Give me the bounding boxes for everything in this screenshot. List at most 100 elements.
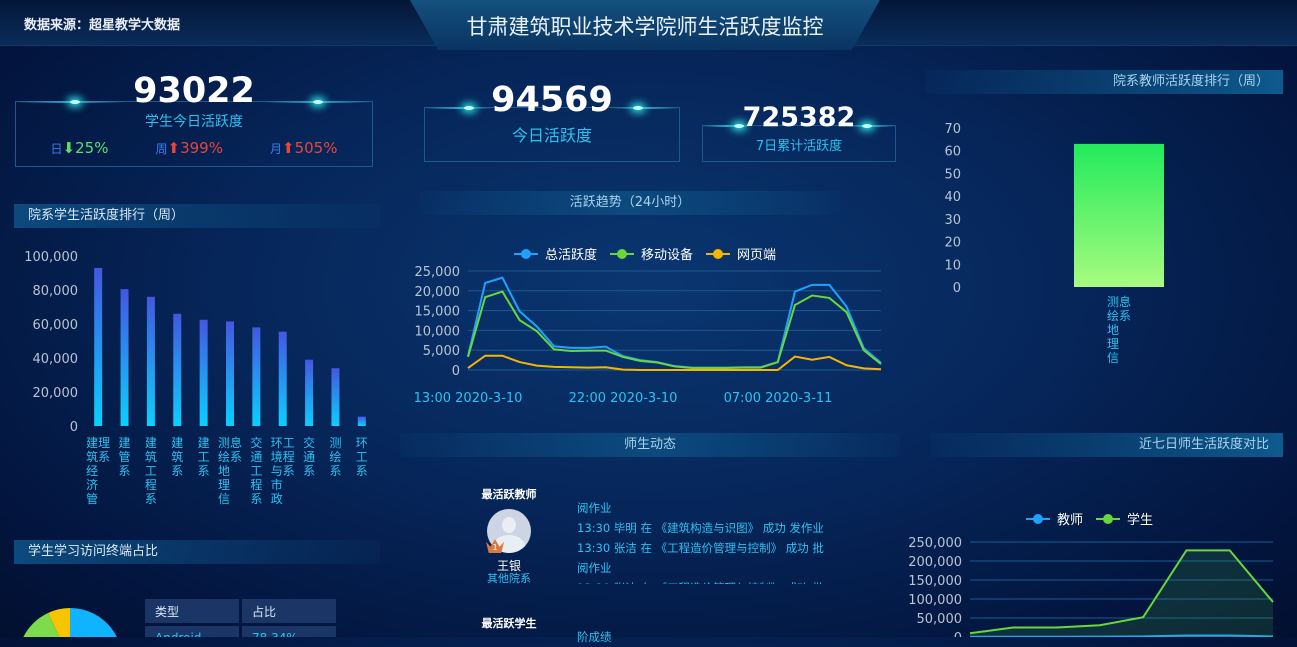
- x-tick-char: 管: [119, 449, 131, 464]
- x-tick-char: 环: [271, 436, 283, 450]
- y-tick-label: 100,000: [24, 250, 78, 265]
- y-tick-label: 5,000: [423, 344, 460, 359]
- legend-label: 网页端: [737, 248, 776, 263]
- x-tick-label: 测绘系: [329, 436, 341, 478]
- legend-marker: [521, 249, 531, 259]
- x-tick-char: 测: [218, 436, 230, 450]
- x-tick-char: 经: [86, 464, 98, 478]
- x-tick-char: 环: [356, 436, 368, 450]
- feed-item[interactable]: 阅作业: [577, 501, 612, 515]
- pie-slice-pc: [23, 613, 60, 637]
- title-banner: [410, 0, 880, 50]
- y-tick-label: 60,000: [33, 318, 79, 333]
- section-dept-teacher: 院系教师活跃度排行（周）: [925, 70, 1283, 94]
- page-title: 甘肃建筑职业技术学院师生活跃度监控: [466, 15, 824, 39]
- section-dept-student: 院系学生活跃度排行（周）: [14, 204, 380, 228]
- y-tick-label: 60: [944, 145, 961, 160]
- y-tick-label: 0: [452, 364, 460, 379]
- y-tick-label: 15,000: [415, 305, 461, 320]
- x-tick-char: 工: [145, 464, 157, 478]
- bar: [1074, 143, 1164, 287]
- x-tick-char: 息: [1119, 294, 1131, 309]
- x-tick-char: 建: [119, 436, 131, 450]
- most-active-student-title: 最活跃学生: [481, 617, 537, 630]
- series-line-1: [969, 549, 1274, 635]
- x-tick-char: 系: [250, 492, 262, 506]
- y-tick-label: 200,000: [908, 555, 962, 570]
- bar: [120, 289, 129, 426]
- table-row: Android78.34%: [145, 626, 336, 637]
- x-tick-char: 交: [250, 435, 262, 450]
- terminal-pie-chart: [23, 607, 117, 637]
- feed-item[interactable]: 13:30 毕明 在 《建筑构造与识图》 成功 发作业: [577, 521, 824, 535]
- x-tick-char: 建: [171, 436, 183, 450]
- y-tick-label: 0: [954, 631, 962, 637]
- bar: [278, 331, 287, 426]
- change-stats: 日⬇25% 周⬆399% 月⬆505%: [15, 139, 373, 157]
- series-line-1: [467, 290, 882, 370]
- y-tick-label: 20,000: [415, 285, 461, 300]
- most-active-teacher-title: 最活跃教师: [481, 488, 537, 501]
- y-tick-label: 80,000: [33, 284, 79, 299]
- arrow-down-icon: ⬇: [62, 139, 76, 157]
- x-tick-char: 绘: [1107, 308, 1119, 323]
- x-tick-char: 系: [171, 464, 183, 478]
- x-tick-label: 22:00 2020-3-10: [569, 391, 678, 406]
- bar: [252, 327, 261, 426]
- feed-item[interactable]: 13:30 张洁 在 《工程造价管理与控制》 成功 批: [577, 541, 824, 555]
- teacher-activity-feed[interactable]: 阅作业 13:30 毕明 在 《建筑构造与识图》 成功 发作业 13:30 张洁 在…: [577, 498, 832, 584]
- table-cell: 类型: [145, 599, 239, 623]
- x-tick-char: 管: [86, 491, 98, 506]
- x-tick-label: 13:00 2020-3-10: [414, 391, 523, 406]
- student-activity-feed[interactable]: 阶成绩: [577, 627, 832, 647]
- y-tick-label: 150,000: [908, 574, 962, 589]
- bar: [226, 321, 234, 426]
- y-tick-label: 40,000: [33, 352, 79, 367]
- pie-slice-ios: [48, 608, 70, 637]
- x-tick-char: 建: [198, 436, 210, 450]
- dept-student-chart: 020,00040,00060,00080,000100,000建筑经济管理系建…: [24, 250, 368, 506]
- x-tick-char: 筑: [86, 449, 98, 464]
- legend-marker: [1103, 514, 1113, 524]
- x-tick-label: 建工系: [198, 436, 210, 478]
- legend-marker: [617, 249, 627, 259]
- y-tick-label: 70: [944, 122, 961, 137]
- table-cell: 占比: [242, 599, 336, 623]
- x-tick-char: 系: [98, 450, 110, 464]
- x-tick-char: 系: [198, 464, 210, 478]
- y-tick-label: 10,000: [415, 324, 461, 339]
- y-tick-label: 20,000: [33, 386, 79, 401]
- y-tick-label: 0: [953, 281, 961, 296]
- section-terminal: 学生学习访问终端占比: [14, 540, 380, 564]
- legend-label: 教师: [1057, 512, 1083, 528]
- legend-label: 学生: [1127, 512, 1153, 528]
- y-tick-label: 250,000: [908, 536, 962, 551]
- table-header: 类型 占比: [145, 599, 336, 623]
- section-compare: 近七日师生活跃度对比: [930, 433, 1283, 457]
- y-tick-label: 100,000: [908, 593, 962, 608]
- x-tick-char: 政: [271, 492, 283, 506]
- stat-label: 日: [50, 142, 63, 156]
- section-feed: 师生动态: [400, 433, 900, 457]
- x-tick-char: 地: [218, 464, 230, 478]
- legend-marker: [1033, 514, 1043, 524]
- feed-item[interactable]: 阅作业: [577, 561, 612, 575]
- feed-item[interactable]: 13:30 张洁 在 《工程造价管理与控制》 成功 批: [577, 578, 832, 584]
- x-tick-label: 环工系: [356, 436, 368, 478]
- x-tick-char: 系: [119, 464, 131, 478]
- x-tick-label: 建管系: [119, 436, 131, 478]
- feed-item[interactable]: 阶成绩: [577, 630, 612, 644]
- x-tick-label: 07:00 2020-3-11: [724, 391, 833, 406]
- teacher-dept: 其他院系: [487, 572, 531, 585]
- today-card: [424, 107, 680, 162]
- series-area: [970, 550, 1273, 637]
- x-tick-char: 济: [86, 477, 98, 492]
- legend-label: 移动设备: [641, 247, 693, 263]
- bar: [94, 267, 103, 426]
- x-tick-char: 系: [303, 464, 315, 478]
- bar: [357, 416, 366, 426]
